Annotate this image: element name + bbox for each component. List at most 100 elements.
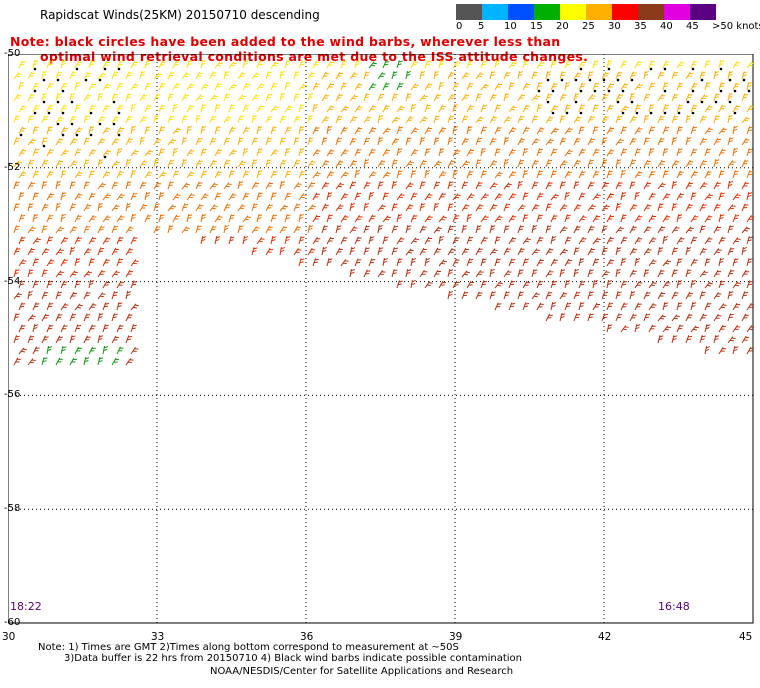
wind-barb bbox=[209, 71, 217, 80]
wind-barb bbox=[452, 214, 460, 223]
wind-barb bbox=[251, 114, 257, 124]
wind-barb bbox=[74, 236, 82, 245]
wind-barb bbox=[466, 148, 475, 157]
wind-barb bbox=[13, 181, 20, 190]
contamination-flag bbox=[33, 111, 37, 115]
wind-barb bbox=[531, 203, 540, 212]
wind-barb bbox=[704, 237, 713, 245]
wind-barb bbox=[615, 159, 622, 168]
wind-barb bbox=[508, 148, 516, 157]
wind-barb bbox=[746, 346, 754, 355]
wind-barb bbox=[699, 203, 707, 212]
wind-barb bbox=[615, 93, 623, 102]
wind-barb bbox=[223, 93, 231, 102]
wind-barb bbox=[111, 291, 118, 300]
wind-barb bbox=[340, 149, 349, 157]
wind-barb bbox=[648, 104, 655, 113]
wind-barb bbox=[46, 214, 54, 223]
wind-barb bbox=[671, 335, 678, 344]
wind-barb bbox=[718, 82, 725, 91]
wind-barb bbox=[270, 82, 278, 91]
wind-barb bbox=[578, 215, 587, 223]
contamination-flag bbox=[546, 100, 550, 104]
wind-barb bbox=[382, 127, 391, 135]
wind-barb bbox=[32, 237, 41, 245]
wind-barb bbox=[391, 137, 400, 146]
wind-barb bbox=[620, 105, 629, 113]
wind-barb bbox=[452, 258, 460, 267]
wind-barb bbox=[102, 170, 111, 179]
wind-barb bbox=[732, 237, 741, 245]
wind-barb bbox=[587, 247, 595, 256]
wind-barb bbox=[685, 313, 693, 322]
wind-barb bbox=[522, 302, 530, 311]
wind-barb bbox=[209, 94, 218, 102]
wind-barb bbox=[279, 115, 287, 124]
wind-barb bbox=[312, 149, 321, 157]
wind-barb bbox=[60, 280, 68, 289]
wind-barb bbox=[130, 103, 136, 113]
wind-barb bbox=[55, 180, 61, 190]
wind-barb bbox=[363, 71, 370, 80]
wind-barb bbox=[419, 94, 428, 102]
wind-barb bbox=[172, 127, 181, 135]
wind-barb bbox=[270, 236, 277, 245]
wind-barb bbox=[424, 281, 433, 289]
wind-barb bbox=[251, 226, 260, 234]
wind-barb bbox=[592, 104, 599, 113]
contamination-flag bbox=[649, 67, 653, 71]
wind-barb bbox=[461, 137, 469, 146]
wind-barb bbox=[620, 148, 628, 157]
wind-barb bbox=[578, 148, 586, 157]
wind-barb bbox=[382, 171, 391, 179]
wind-barb bbox=[475, 93, 482, 102]
contamination-flag bbox=[56, 78, 60, 82]
wind-barb bbox=[433, 269, 441, 278]
wind-barb bbox=[27, 138, 36, 146]
wind-barb bbox=[265, 159, 272, 168]
wind-barb bbox=[699, 94, 708, 102]
wind-barb bbox=[475, 181, 483, 190]
wind-barb bbox=[489, 182, 498, 190]
wind-barb bbox=[83, 93, 92, 102]
wind-barb bbox=[293, 203, 301, 212]
wind-barb bbox=[144, 60, 151, 69]
wind-barb bbox=[480, 126, 488, 135]
wind-barb bbox=[354, 82, 363, 91]
wind-barb bbox=[447, 71, 455, 80]
wind-barb bbox=[685, 159, 694, 168]
wind-barb bbox=[32, 324, 39, 333]
wind-barb bbox=[727, 247, 735, 256]
wind-barb bbox=[727, 313, 734, 322]
wind-barb bbox=[615, 291, 622, 300]
wind-barb bbox=[657, 314, 666, 322]
wind-barb bbox=[60, 258, 68, 267]
wind-barb bbox=[564, 149, 573, 157]
wind-barb bbox=[13, 93, 22, 102]
wind-barb bbox=[18, 192, 25, 201]
wind-barb bbox=[536, 214, 543, 223]
wind-barb bbox=[489, 268, 495, 278]
wind-barb bbox=[228, 61, 237, 69]
wind-barb bbox=[475, 203, 484, 212]
wind-barb bbox=[438, 170, 447, 179]
wind-barb bbox=[508, 61, 517, 69]
wind-barb bbox=[377, 115, 384, 124]
contamination-flag bbox=[70, 100, 74, 104]
wind-barb bbox=[466, 236, 474, 245]
wind-barb bbox=[32, 258, 39, 267]
wind-barb bbox=[363, 115, 372, 124]
wind-barb bbox=[587, 94, 596, 102]
wind-barb bbox=[648, 259, 657, 267]
wind-barb bbox=[466, 60, 474, 69]
wind-barb bbox=[704, 193, 713, 201]
wind-barb bbox=[13, 137, 20, 146]
wind-barb bbox=[242, 60, 249, 69]
wind-barb bbox=[699, 71, 706, 80]
wind-barb bbox=[587, 71, 594, 80]
wind-barb bbox=[298, 83, 307, 91]
contamination-flag bbox=[579, 89, 583, 93]
wind-barb bbox=[391, 71, 398, 80]
wind-barb bbox=[307, 93, 314, 102]
wind-barb bbox=[270, 105, 279, 113]
